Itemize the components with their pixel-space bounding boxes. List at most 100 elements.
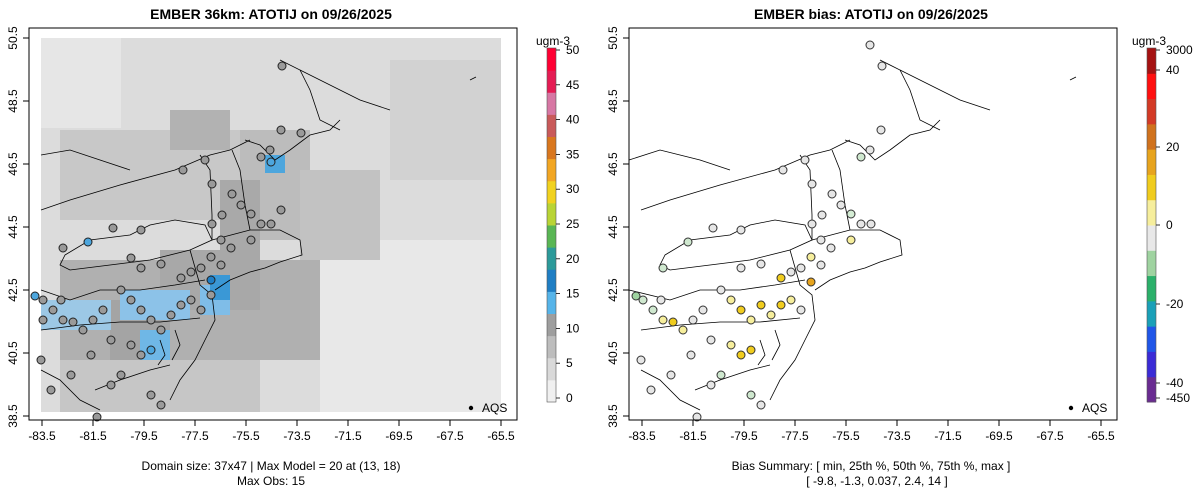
colorbar-swatch	[547, 158, 556, 182]
right-footer-bias-summary: Bias Summary: [ min, 25th %, 50th %, 75t…	[732, 459, 1011, 473]
y-tick-label: 46.5	[6, 152, 20, 176]
y-tick-label: 38.5	[6, 404, 20, 428]
right-legend-label: AQS	[1082, 401, 1107, 415]
colorbar-swatch	[1147, 225, 1156, 251]
x-tick-label: -65.5	[1087, 429, 1115, 443]
x-tick-label: -67.5	[1036, 429, 1064, 443]
colorbar-swatch	[1147, 98, 1156, 125]
right-colorbar-unit: ugm-3	[1132, 34, 1166, 48]
left-colorbar: 0 5 10 15 20 25 30 35 40 45 50	[546, 43, 580, 405]
right-aqs-sites	[631, 40, 887, 422]
x-tick-label: -81.5	[79, 429, 107, 443]
colorbar-swatch	[547, 180, 556, 204]
colorbar-swatch	[1147, 351, 1156, 378]
left-map-title: EMBER 36km: ATOTIJ on 09/26/2025	[150, 6, 392, 22]
x-tick-label: -67.5	[436, 429, 464, 443]
x-tick-label: -73.5	[883, 429, 911, 443]
right-colorbar: -450-40 -20 0 20 40 3000	[1146, 43, 1193, 405]
left-axes: -83.5 -81.5 -79.5 -77.5 -75.5 -73.5 -71.5 -69.5…	[6, 26, 515, 443]
y-tick-label: 50.5	[606, 26, 620, 50]
colorbar-tick-label: 40	[566, 113, 580, 127]
y-tick-label: 44.5	[606, 215, 620, 239]
x-tick-label: -75.5	[832, 429, 860, 443]
colorbar-swatch	[547, 357, 556, 381]
colorbar-swatch	[1147, 149, 1156, 175]
colorbar-tick-label: 40	[1166, 63, 1180, 77]
x-tick-label: -81.5	[679, 429, 707, 443]
x-tick-label: -79.5	[730, 429, 758, 443]
y-tick-label: 40.5	[606, 341, 620, 365]
colorbar-tick-label: 0	[1166, 218, 1173, 232]
left-footer-domain: Domain size: 37x47 | Max Model = 20 at (…	[142, 459, 401, 473]
y-tick-label: 48.5	[6, 89, 20, 113]
colorbar-swatch	[1147, 300, 1156, 327]
colorbar-swatch	[1147, 250, 1156, 277]
x-tick-label: -77.5	[181, 429, 209, 443]
x-tick-label: -69.5	[985, 429, 1013, 443]
x-tick-label: -75.5	[232, 429, 260, 443]
y-tick-label: 50.5	[6, 26, 20, 50]
right-axes: -83.5 -81.5 -79.5 -77.5 -75.5 -73.5 -71.5 -69.5…	[606, 26, 1115, 443]
right-footer-bias-values: [ -9.8, -1.3, 0.037, 2.4, 14 ]	[806, 474, 947, 488]
colorbar-swatch	[1147, 326, 1156, 352]
colorbar-tick-label: -450	[1166, 391, 1190, 405]
x-tick-label: -79.5	[130, 429, 158, 443]
colorbar-swatch	[1147, 174, 1156, 201]
colorbar-swatch	[547, 379, 556, 403]
colorbar-swatch	[547, 335, 556, 359]
colorbar-tick-label: 15	[566, 287, 580, 301]
colorbar-tick-label: 20	[566, 252, 580, 266]
x-tick-label: -73.5	[283, 429, 311, 443]
colorbar-swatch	[547, 247, 556, 270]
colorbar-swatch	[547, 70, 556, 93]
x-tick-label: -83.5	[628, 429, 656, 443]
x-tick-label: -69.5	[385, 429, 413, 443]
colorbar-swatch	[1147, 199, 1156, 226]
colorbar-swatch	[547, 269, 556, 292]
colorbar-swatch	[547, 48, 556, 71]
y-tick-label: 44.5	[6, 215, 20, 239]
x-tick-label: -65.5	[487, 429, 515, 443]
colorbar-swatch	[1147, 123, 1156, 150]
left-colorbar-unit: ugm-3	[536, 34, 570, 48]
colorbar-tick-label: 3000	[1166, 43, 1193, 57]
colorbar-swatch	[547, 291, 556, 314]
left-footer-maxobs: Max Obs: 15	[237, 474, 305, 488]
right-map-title: EMBER bias: ATOTIJ on 09/26/2025	[754, 6, 988, 22]
colorbar-swatch	[1147, 275, 1156, 302]
colorbar-tick-label: 25	[566, 217, 580, 231]
colorbar-swatch	[1147, 48, 1156, 74]
y-tick-label: 42.5	[606, 278, 620, 302]
left-legend-label: AQS	[482, 401, 507, 415]
colorbar-tick-label: 45	[566, 78, 580, 92]
colorbar-swatch	[547, 92, 556, 115]
left-legend-marker	[468, 405, 474, 411]
y-tick-label: 48.5	[606, 89, 620, 113]
colorbar-swatch	[547, 202, 556, 226]
colorbar-swatch	[1147, 73, 1156, 100]
right-legend-marker	[1068, 405, 1074, 411]
colorbar-tick-label: 0	[566, 391, 573, 405]
left-aqs-sites	[30, 61, 306, 422]
colorbar-tick-label: 5	[566, 356, 573, 370]
x-tick-label: -71.5	[934, 429, 962, 443]
colorbar-tick-label: -20	[1166, 297, 1184, 311]
colorbar-tick-label: 50	[566, 43, 580, 57]
colorbar-frame	[546, 47, 557, 403]
x-tick-label: -83.5	[28, 429, 56, 443]
colorbar-tick-label: 10	[566, 321, 580, 335]
right-plot-frame	[628, 27, 1118, 421]
colorbar-tick-label: 20	[1166, 140, 1180, 154]
y-tick-label: 46.5	[606, 152, 620, 176]
colorbar-swatch	[547, 313, 556, 337]
colorbar-swatch	[547, 225, 556, 248]
colorbar-tick-label: 30	[566, 182, 580, 196]
colorbar-tick-label: -40	[1166, 376, 1184, 390]
colorbar-tick-label: 35	[566, 147, 580, 161]
colorbar-swatch	[547, 136, 556, 160]
y-tick-label: 40.5	[6, 341, 20, 365]
left-plot-frame	[28, 27, 518, 421]
y-tick-label: 42.5	[6, 278, 20, 302]
